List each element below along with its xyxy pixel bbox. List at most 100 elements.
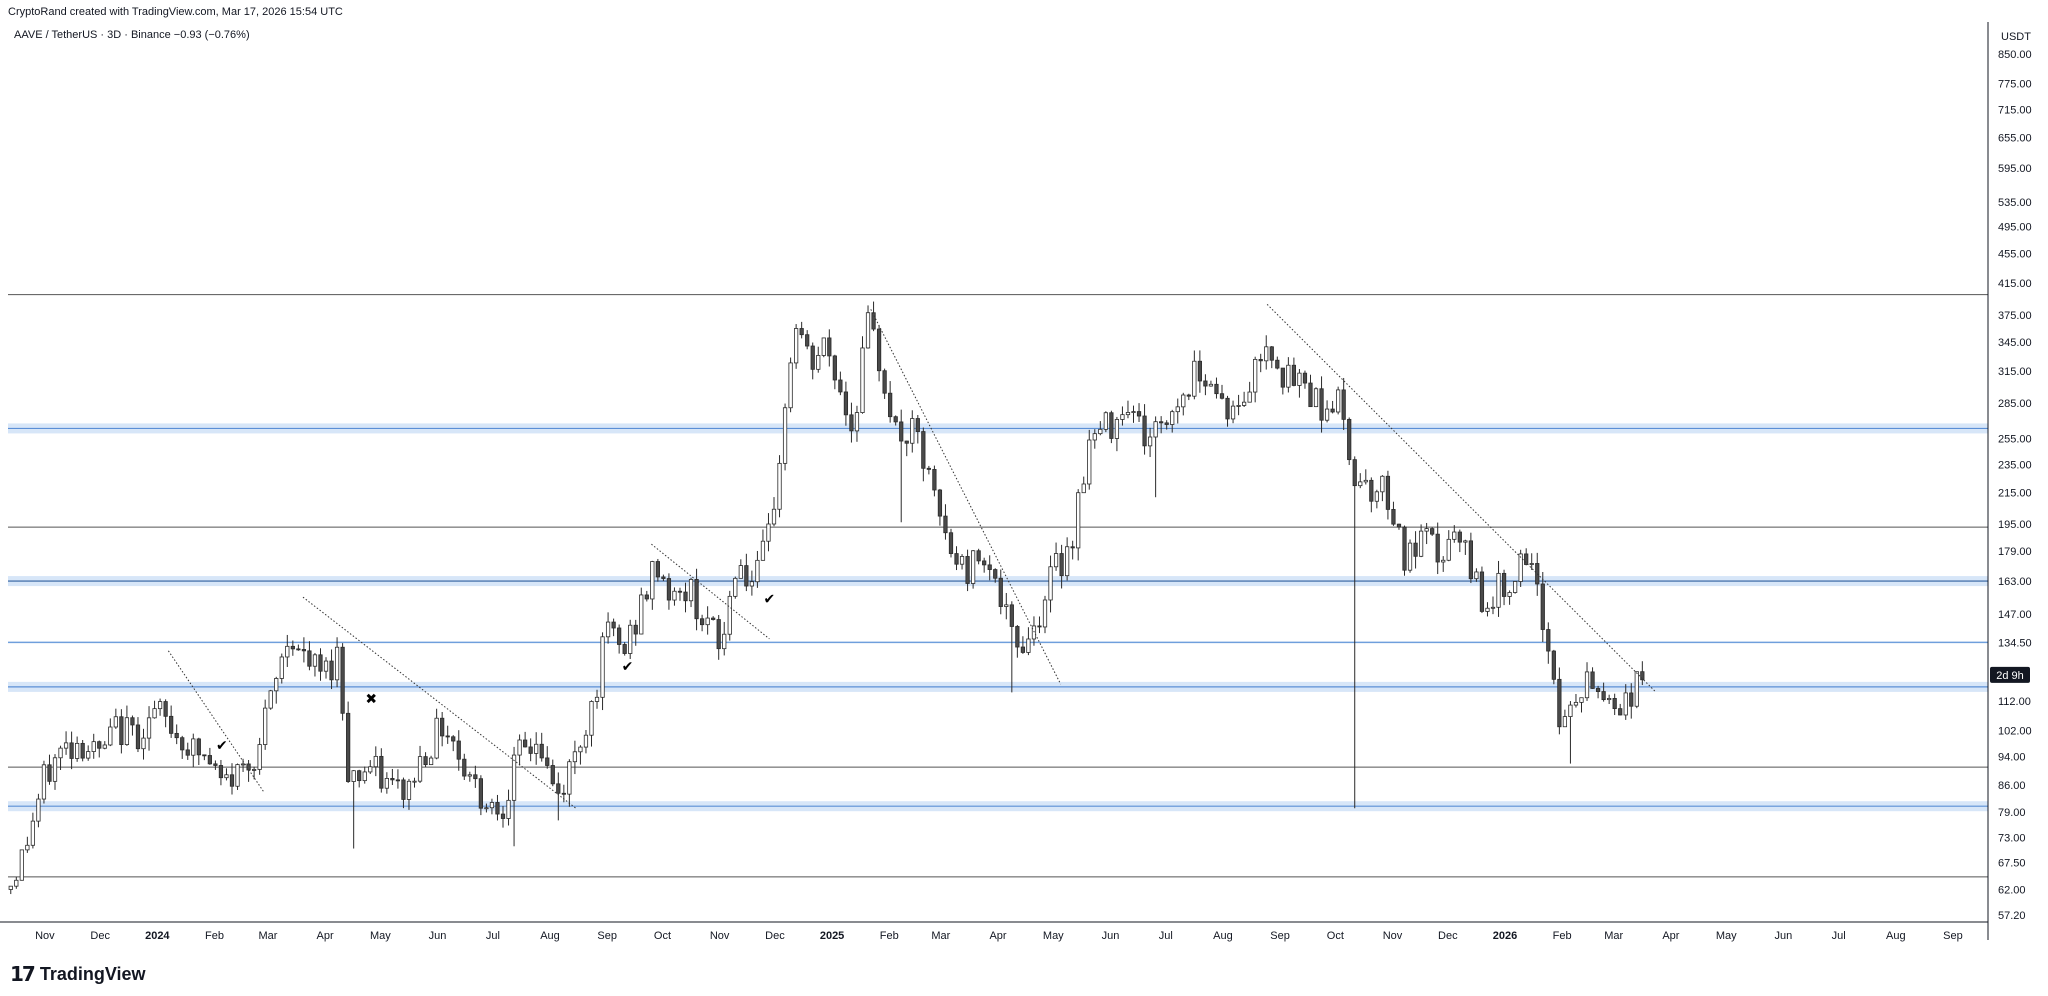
candle-body — [854, 412, 860, 432]
candle-body — [677, 590, 683, 593]
candle-body — [279, 656, 284, 679]
month-tick-label: Sep — [1270, 930, 1290, 942]
month-tick-label: Oct — [654, 930, 671, 942]
candle-body — [1441, 559, 1446, 563]
month-tick-label: Mar — [1604, 930, 1623, 942]
candle-body — [766, 523, 771, 542]
candle-body — [666, 578, 672, 601]
candle-body — [495, 802, 500, 815]
candle-body — [1297, 372, 1302, 386]
candle-body — [860, 347, 865, 413]
candle-body — [843, 391, 849, 416]
candle-body — [838, 379, 843, 393]
currency-label: USDT — [2001, 31, 2031, 43]
tradingview-logo[interactable]: 17 TradingView — [10, 962, 146, 986]
check-marker: ✔ — [622, 659, 634, 675]
candle-body — [1147, 436, 1153, 447]
candle-body — [1324, 408, 1330, 421]
candle-body — [722, 633, 727, 650]
candle-body — [462, 758, 467, 777]
candle-body — [130, 717, 135, 726]
candle-body — [794, 328, 799, 364]
candle-body — [832, 355, 837, 381]
candle-body — [146, 717, 152, 739]
candle-body — [511, 754, 517, 801]
candle-body — [390, 778, 395, 781]
candle-body — [252, 769, 257, 771]
candle-body — [578, 746, 583, 753]
candle-body — [135, 724, 141, 750]
candle-body — [1065, 546, 1070, 577]
trendline — [651, 543, 770, 640]
candle-body — [1623, 692, 1628, 716]
candle-body — [395, 779, 401, 782]
candle-body — [727, 595, 732, 635]
candle-body — [1457, 531, 1462, 543]
candle-body — [235, 764, 240, 787]
candle-body — [738, 565, 743, 579]
candle-body — [733, 577, 738, 597]
candle-body — [1363, 479, 1368, 483]
month-tick-label: Dec — [90, 930, 110, 942]
candle-body — [1302, 372, 1308, 384]
candle-body — [1280, 367, 1285, 388]
candle-body — [75, 742, 80, 759]
tradingview-logo-icon: 17 — [10, 962, 36, 986]
symbol-legend[interactable]: AAVE / TetherUS · 3D · Binance −0.93 (−0… — [14, 29, 250, 41]
candle-body — [589, 701, 594, 736]
candle-body — [1573, 701, 1579, 706]
price-tick-label: 285.00 — [1998, 398, 2032, 410]
candle-body — [899, 421, 904, 442]
price-tick-label: 595.00 — [1998, 163, 2032, 175]
candle-body — [594, 696, 600, 702]
price-tick-label: 345.00 — [1998, 337, 2032, 349]
candle-body — [1413, 542, 1418, 557]
candle-body — [58, 747, 63, 759]
candle-body — [434, 717, 439, 759]
price-tick-label: 102.00 — [1998, 726, 2032, 738]
candle-body — [1446, 538, 1451, 561]
month-tick-label: Apr — [989, 930, 1006, 942]
candle-body — [788, 362, 793, 409]
price-tick-label: 62.00 — [1998, 885, 2026, 897]
candle-body — [14, 879, 19, 887]
cross-marker: ✖ — [365, 692, 377, 708]
candle-body — [445, 735, 450, 738]
candle-body — [1175, 406, 1180, 413]
candle-body — [318, 654, 323, 672]
candle-body — [628, 624, 633, 654]
candle-body — [561, 792, 566, 795]
candle-body — [91, 741, 96, 752]
month-tick-label: Apr — [317, 930, 334, 942]
candle-body — [943, 515, 948, 534]
candle-body — [810, 345, 815, 370]
candle-body — [517, 739, 522, 756]
time-axis: Nov Dec 2024 Feb Mar Apr May Jun Jul Aug Sep Oct Nov… — [0, 921, 1988, 942]
candle-body — [19, 849, 24, 881]
price-tick-label: 57.20 — [1998, 910, 2026, 922]
month-tick-label: Feb — [1553, 930, 1572, 942]
candle-body — [672, 590, 677, 601]
candle-body — [1076, 492, 1081, 549]
candle-body — [1026, 638, 1031, 653]
candle-body — [229, 774, 235, 787]
candle-body — [1430, 528, 1435, 535]
candle-body — [1269, 346, 1274, 361]
candle-body — [213, 763, 218, 766]
candle-body — [1098, 428, 1103, 435]
price-tick-label: 775.00 — [1998, 79, 2032, 91]
candle-body — [567, 761, 572, 795]
candle-body — [379, 755, 384, 789]
candle-body — [25, 844, 30, 851]
candle-body — [47, 764, 52, 782]
candle-body — [970, 550, 976, 584]
price-axis: USDT 850.00 775.00 715.00 655.00 595.00 535.00… — [1987, 22, 2032, 940]
candle-body — [456, 740, 461, 760]
candle-body — [744, 565, 749, 587]
candle-body — [633, 624, 638, 635]
candle-body — [694, 579, 699, 620]
candle-body — [1236, 405, 1241, 407]
month-tick-label: Aug — [540, 930, 560, 942]
candle-body — [617, 627, 622, 645]
